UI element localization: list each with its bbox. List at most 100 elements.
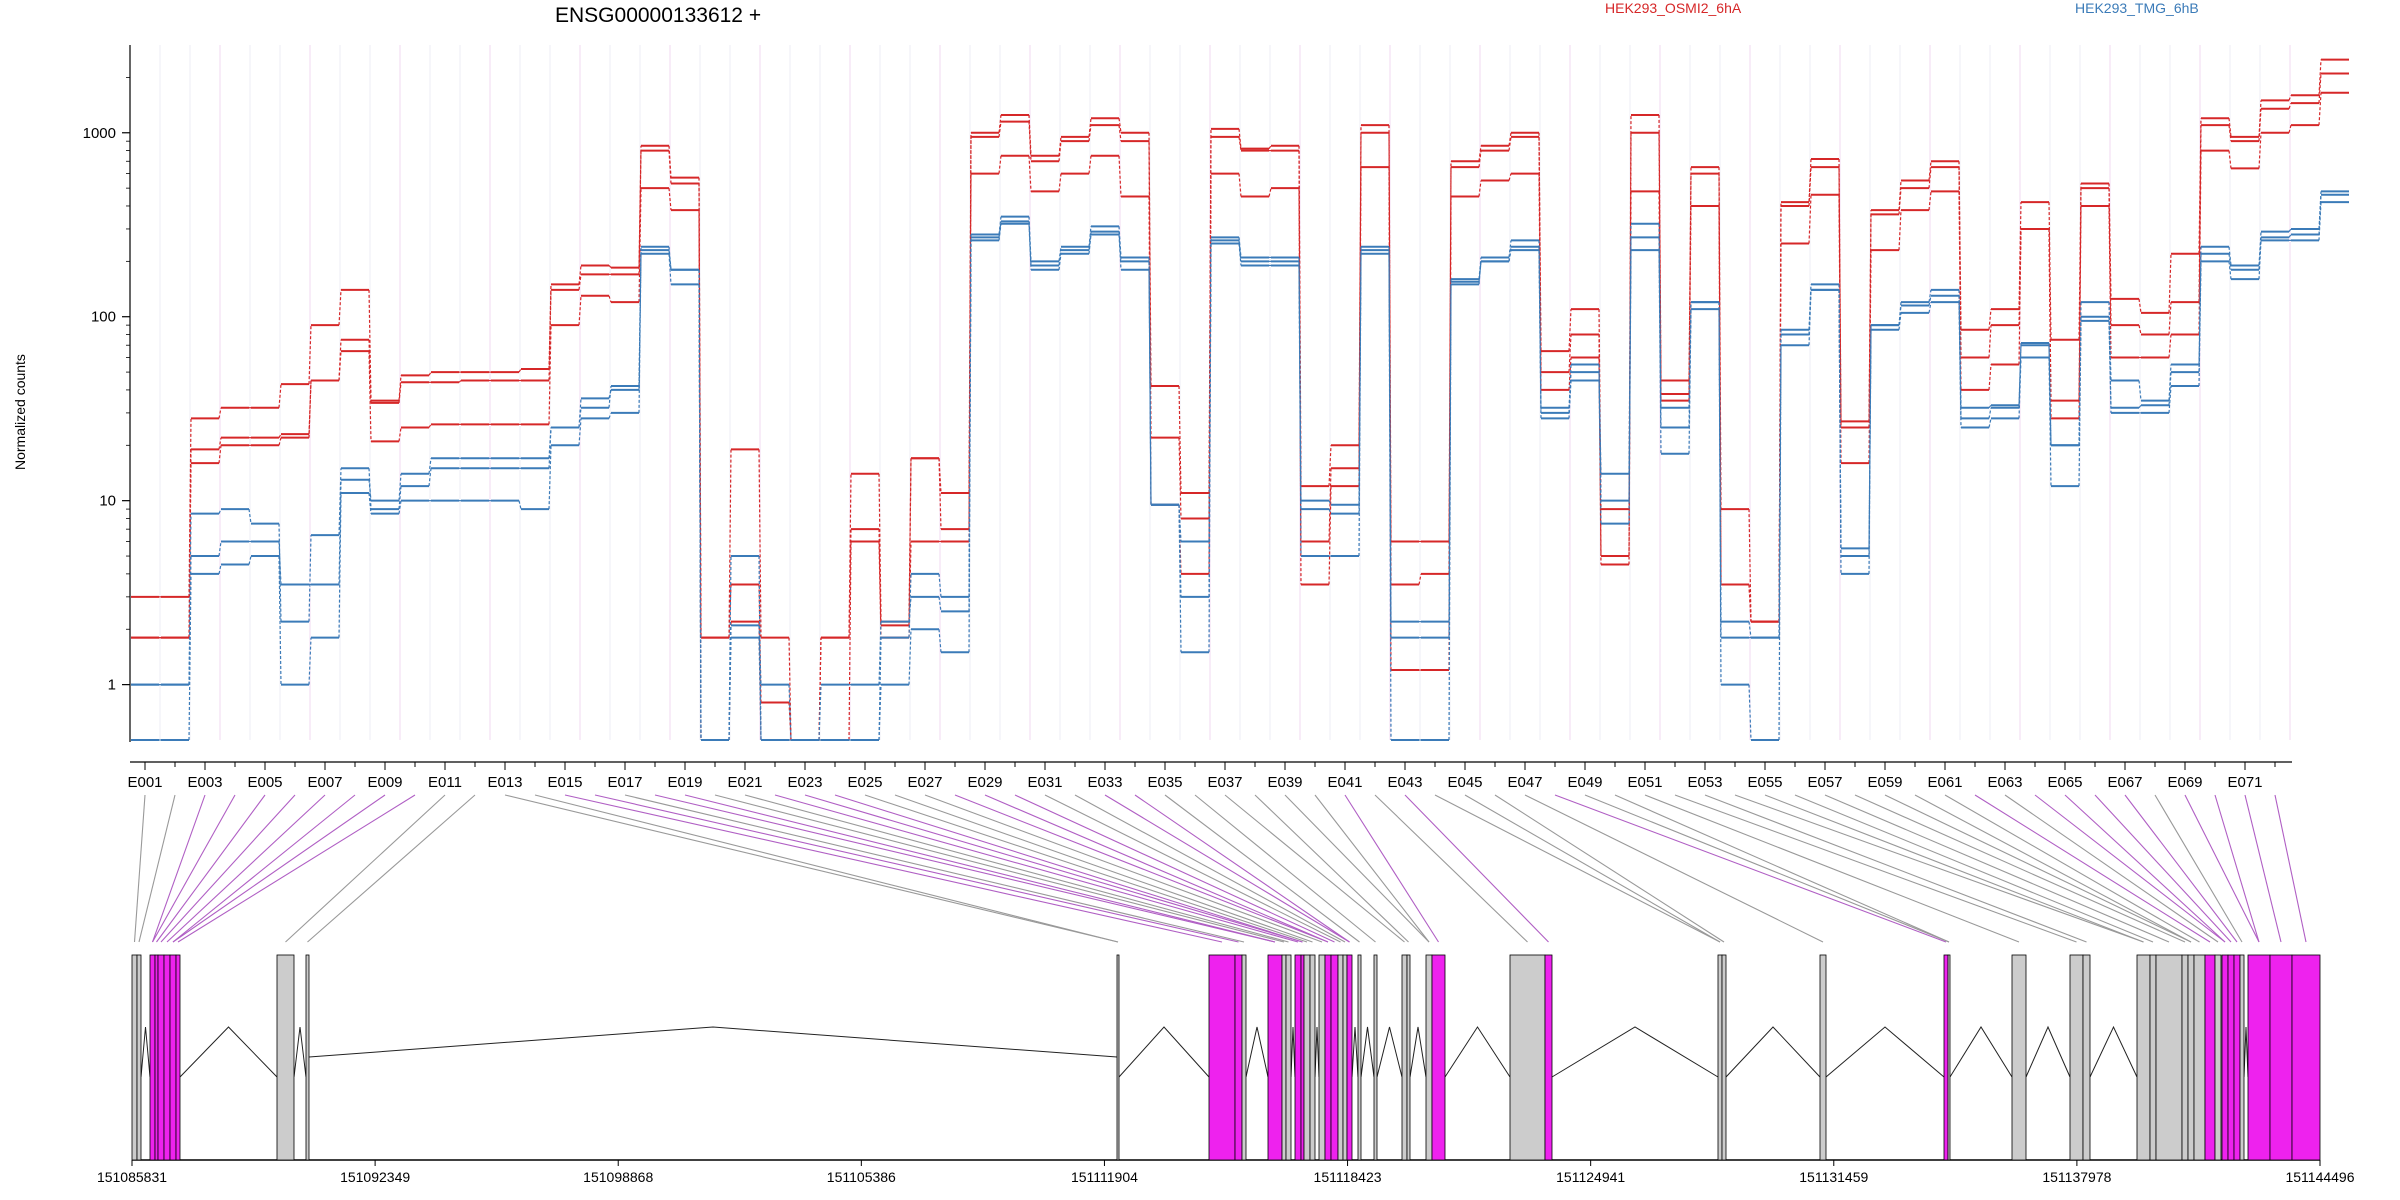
bin-step (1748, 509, 1752, 622)
exon-block (157, 954, 165, 1161)
bin-step (1478, 261, 1482, 285)
bin-connector (1134, 794, 1350, 943)
exon-block (1425, 954, 1433, 1161)
bin-step (2288, 102, 2292, 109)
bin-step (1058, 136, 1062, 156)
bin-step (2228, 118, 2232, 137)
bin-connector (1254, 794, 1409, 943)
exon-block (2269, 954, 2293, 1161)
bin-step (1658, 250, 1662, 454)
bin-step (1328, 508, 1332, 514)
x-tick-label: E069 (2167, 774, 2202, 791)
intron (1351, 1026, 1359, 1078)
bin-step (1898, 305, 1902, 326)
bin-step (1988, 309, 1992, 330)
bin-step (368, 468, 372, 510)
bin-step (1088, 125, 1092, 142)
bin-step (1058, 141, 1062, 162)
bin-connector (1464, 794, 1721, 943)
bin-step (968, 240, 972, 653)
bin-step (1238, 136, 1242, 151)
bin-step (278, 437, 282, 446)
bin-step (1118, 155, 1122, 197)
bin-connector (1044, 794, 1341, 943)
bin-step (1928, 289, 1932, 303)
bin-step (1928, 295, 1932, 306)
bin-step (1088, 234, 1092, 254)
bin-connector (504, 794, 1119, 943)
bin-step (1478, 180, 1482, 197)
bin-step (578, 274, 582, 290)
x-tick-label: E015 (547, 774, 582, 791)
bin-step (1268, 145, 1272, 149)
bin-step (1988, 418, 1992, 428)
bin-step (398, 500, 402, 514)
exon-block (1721, 954, 1727, 1161)
bin-step (908, 629, 912, 685)
bin-connector (564, 794, 1223, 943)
bin-step (1448, 284, 1452, 741)
bin-step (608, 385, 612, 408)
bin-step (2318, 202, 2322, 241)
bin-step (218, 564, 222, 574)
bin-connector (1494, 794, 1725, 943)
bin-connector (133, 794, 146, 943)
bin-connector (1344, 794, 1439, 943)
bin-connector (2244, 794, 2282, 943)
bin-step (278, 433, 282, 438)
bin-step (1808, 194, 1812, 244)
exon-block (163, 954, 171, 1161)
genomic-tick-label: 151105386 (827, 1169, 896, 1185)
bin-connector (1104, 794, 1350, 943)
bin-step (758, 637, 762, 741)
bin-step (1088, 231, 1092, 251)
bin-step (1778, 243, 1782, 622)
exon-block (1342, 954, 1348, 1161)
bin-step (878, 541, 882, 638)
bin-step (2258, 240, 2262, 280)
intron (2089, 1025, 2138, 1078)
bin-step (218, 541, 222, 557)
exon-block (136, 954, 142, 1161)
exon-block (1330, 954, 1339, 1161)
bin-step (338, 493, 342, 638)
bin-connector (1374, 794, 1528, 943)
bin-connector (1164, 794, 1360, 943)
bin-step (668, 188, 672, 211)
bin-step (1028, 221, 1032, 266)
bin-step (308, 535, 312, 622)
bin-step (2228, 150, 2232, 169)
bin-step (1238, 173, 1242, 197)
bin-step (2198, 125, 2202, 303)
bin-step (278, 523, 282, 622)
intron (2025, 1025, 2071, 1078)
bin-step (308, 637, 312, 685)
bin-connector (1674, 794, 2077, 943)
bin-step (2048, 202, 2052, 340)
bin-connector (1644, 794, 2020, 943)
exon-block (1509, 954, 1546, 1161)
genomic-axis: 151085831 151092349 151098868 151105386 1511… (97, 1160, 2355, 1185)
bin-connector (984, 794, 1329, 943)
bin-connector (2094, 794, 2232, 943)
bin-step (548, 325, 552, 425)
bin-connector (1614, 794, 1950, 943)
bin-step (1628, 250, 1632, 524)
bin-step (548, 289, 552, 381)
x-tick-label: E025 (847, 774, 882, 791)
bin-step (938, 596, 942, 612)
bin-step (2138, 325, 2142, 335)
bin-step (758, 449, 762, 638)
intron (1376, 1026, 1403, 1078)
bin-step (218, 437, 222, 450)
exon-block (2011, 954, 2027, 1161)
bin-step (1988, 404, 1992, 409)
bin-step (2288, 234, 2292, 238)
bin-connector (1764, 794, 2144, 943)
bin-step (2018, 228, 2022, 365)
bin-step (608, 295, 612, 303)
x-tick-label: E061 (1927, 774, 1962, 791)
bin-step (2018, 357, 2022, 419)
bin-step (1298, 265, 1302, 557)
bin-step (2018, 202, 2022, 310)
